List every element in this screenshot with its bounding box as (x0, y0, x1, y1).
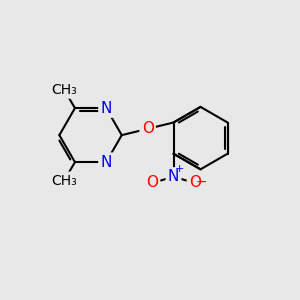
Text: CH₃: CH₃ (51, 174, 77, 188)
Text: N: N (100, 100, 112, 116)
Text: O: O (189, 175, 201, 190)
Text: CH₃: CH₃ (51, 83, 77, 97)
Text: −: − (196, 174, 207, 188)
Text: N: N (100, 155, 112, 170)
Text: O: O (142, 121, 154, 136)
Text: O: O (146, 175, 158, 190)
Text: +: + (175, 164, 184, 175)
Text: N: N (168, 169, 179, 184)
